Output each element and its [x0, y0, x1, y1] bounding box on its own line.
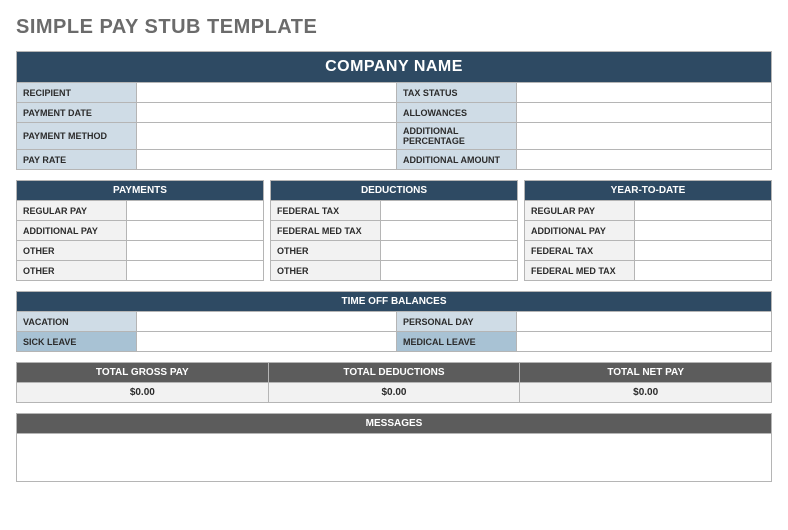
payments-table: PAYMENTS REGULAR PAY ADDITIONAL PAY OTHE…	[16, 180, 264, 281]
recipient-label: RECIPIENT	[17, 83, 137, 103]
deductions-row-value[interactable]	[381, 261, 518, 281]
company-name-header: COMPANY NAME	[17, 52, 772, 83]
deductions-row-label: OTHER	[271, 241, 381, 261]
payment-date-value[interactable]	[137, 103, 397, 123]
messages-header: MESSAGES	[17, 414, 772, 434]
deductions-row-label: OTHER	[271, 261, 381, 281]
payment-date-label: PAYMENT DATE	[17, 103, 137, 123]
sick-leave-label: SICK LEAVE	[17, 332, 137, 352]
pay-rate-value[interactable]	[137, 150, 397, 170]
medical-leave-label: MEDICAL LEAVE	[397, 332, 517, 352]
ytd-header: YEAR-TO-DATE	[525, 181, 772, 201]
additional-amount-value[interactable]	[517, 150, 772, 170]
payments-row-label: REGULAR PAY	[17, 201, 127, 221]
page-title: SIMPLE PAY STUB TEMPLATE	[16, 16, 772, 39]
payments-header: PAYMENTS	[17, 181, 264, 201]
total-net-pay-label: TOTAL NET PAY	[520, 363, 772, 383]
pay-rate-label: PAY RATE	[17, 150, 137, 170]
payments-row-value[interactable]	[127, 221, 264, 241]
personal-day-label: PERSONAL DAY	[397, 312, 517, 332]
vacation-value[interactable]	[137, 312, 397, 332]
deductions-row-value[interactable]	[381, 241, 518, 261]
payments-row-label: ADDITIONAL PAY	[17, 221, 127, 241]
totals-table: TOTAL GROSS PAY TOTAL DEDUCTIONS TOTAL N…	[16, 362, 772, 403]
payment-method-label: PAYMENT METHOD	[17, 123, 137, 150]
sick-leave-value[interactable]	[137, 332, 397, 352]
total-net-pay-value: $0.00	[520, 383, 772, 403]
payments-row-label: OTHER	[17, 241, 127, 261]
deductions-header: DEDUCTIONS	[271, 181, 518, 201]
deductions-row-value[interactable]	[381, 221, 518, 241]
ytd-row-label: ADDITIONAL PAY	[525, 221, 635, 241]
personal-day-value[interactable]	[517, 312, 772, 332]
ytd-row-label: REGULAR PAY	[525, 201, 635, 221]
messages-body[interactable]	[17, 434, 772, 482]
payments-row-value[interactable]	[127, 201, 264, 221]
deductions-row-value[interactable]	[381, 201, 518, 221]
sections-row: PAYMENTS REGULAR PAY ADDITIONAL PAY OTHE…	[16, 180, 772, 281]
total-gross-pay-value: $0.00	[17, 383, 269, 403]
time-off-header: TIME OFF BALANCES	[17, 292, 772, 312]
company-info-table: COMPANY NAME RECIPIENT TAX STATUS PAYMEN…	[16, 51, 772, 170]
time-off-table: TIME OFF BALANCES VACATION PERSONAL DAY …	[16, 291, 772, 352]
total-deductions-label: TOTAL DEDUCTIONS	[268, 363, 520, 383]
ytd-row-value[interactable]	[635, 261, 772, 281]
total-gross-pay-label: TOTAL GROSS PAY	[17, 363, 269, 383]
ytd-row-value[interactable]	[635, 201, 772, 221]
ytd-table: YEAR-TO-DATE REGULAR PAY ADDITIONAL PAY …	[524, 180, 772, 281]
payment-method-value[interactable]	[137, 123, 397, 150]
deductions-row-label: FEDERAL MED TAX	[271, 221, 381, 241]
ytd-row-value[interactable]	[635, 221, 772, 241]
additional-percentage-value[interactable]	[517, 123, 772, 150]
deductions-table: DEDUCTIONS FEDERAL TAX FEDERAL MED TAX O…	[270, 180, 518, 281]
allowances-label: ALLOWANCES	[397, 103, 517, 123]
ytd-row-label: FEDERAL MED TAX	[525, 261, 635, 281]
ytd-row-label: FEDERAL TAX	[525, 241, 635, 261]
messages-table: MESSAGES	[16, 413, 772, 482]
tax-status-label: TAX STATUS	[397, 83, 517, 103]
payments-row-value[interactable]	[127, 261, 264, 281]
deductions-row-label: FEDERAL TAX	[271, 201, 381, 221]
medical-leave-value[interactable]	[517, 332, 772, 352]
additional-amount-label: ADDITIONAL AMOUNT	[397, 150, 517, 170]
total-deductions-value: $0.00	[268, 383, 520, 403]
payments-row-value[interactable]	[127, 241, 264, 261]
payments-row-label: OTHER	[17, 261, 127, 281]
recipient-value[interactable]	[137, 83, 397, 103]
ytd-row-value[interactable]	[635, 241, 772, 261]
additional-percentage-label: ADDITIONAL PERCENTAGE	[397, 123, 517, 150]
allowances-value[interactable]	[517, 103, 772, 123]
vacation-label: VACATION	[17, 312, 137, 332]
tax-status-value[interactable]	[517, 83, 772, 103]
